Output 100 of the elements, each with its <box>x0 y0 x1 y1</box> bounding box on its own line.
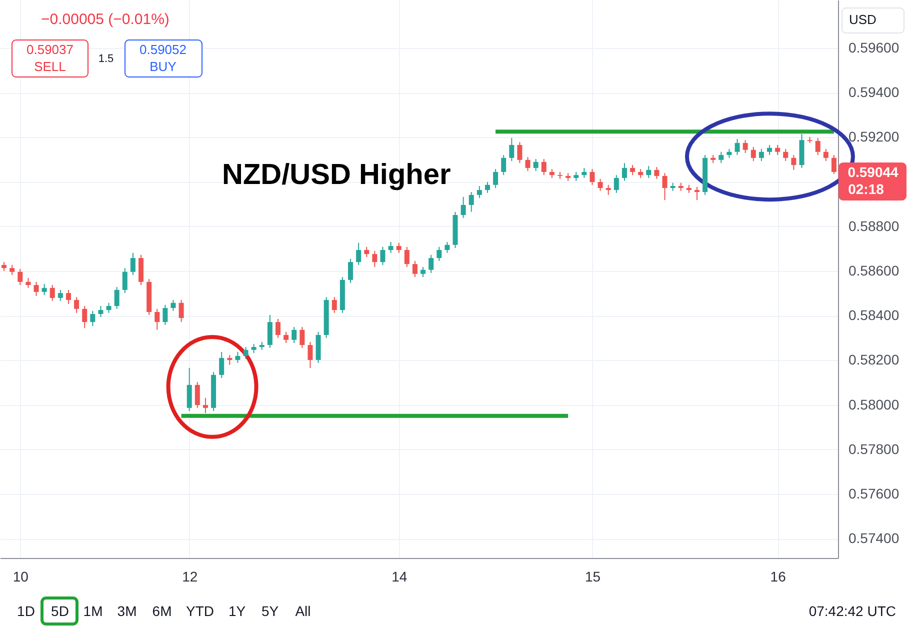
x-tick-label: 16 <box>770 568 786 584</box>
text: 0.59044 <box>848 164 899 180</box>
y-tick-label: 0.59600 <box>848 39 900 56</box>
candlestick <box>484 181 490 194</box>
candlestick <box>396 242 402 254</box>
x-tick-label: 12 <box>182 568 198 584</box>
candlestick <box>783 148 788 162</box>
candlestick <box>493 168 498 189</box>
candlestick <box>202 397 208 414</box>
candlestick <box>606 184 611 196</box>
x-tick-label: 10 <box>12 568 29 584</box>
candlestick <box>356 242 362 266</box>
candlestick <box>541 158 546 176</box>
candlestick <box>194 382 200 408</box>
candlestick <box>50 284 55 302</box>
candlestick <box>18 268 23 286</box>
candlestick <box>106 302 112 314</box>
candlestick <box>654 166 660 180</box>
candlestick <box>823 148 828 162</box>
candlestick <box>170 299 176 312</box>
candlestick <box>468 192 474 212</box>
candlestick <box>460 196 466 218</box>
candlestick <box>436 246 442 262</box>
candlestick <box>517 142 522 164</box>
candlestick <box>750 146 756 162</box>
candlestick <box>509 138 514 162</box>
candlestick <box>476 186 482 199</box>
candlestick <box>267 314 272 348</box>
candlestick <box>300 326 305 348</box>
text: YTD <box>186 603 214 619</box>
candlestick <box>662 172 668 201</box>
candlestick <box>630 164 636 176</box>
candlestick <box>186 367 192 412</box>
y-tick-label: 0.57400 <box>848 530 900 546</box>
candlestick <box>388 241 394 254</box>
candlestick <box>767 144 772 156</box>
text: All <box>295 603 311 619</box>
annotation: 1.5 <box>98 53 114 65</box>
text: 07:42:42 UTC <box>808 603 896 619</box>
candlestick <box>646 165 652 178</box>
candlestick <box>742 140 748 154</box>
candlestick <box>308 341 313 368</box>
candlestick <box>114 286 120 310</box>
candlestick <box>162 304 168 326</box>
text: NZD/USD Higher <box>222 159 451 191</box>
candlestick <box>348 258 354 284</box>
x-tick-label: 15 <box>584 568 601 584</box>
candlestick <box>235 351 240 364</box>
candlestick <box>775 144 780 156</box>
candlestick <box>420 266 426 278</box>
candlestick <box>718 151 724 164</box>
text: 1Y <box>228 603 246 619</box>
candlestick <box>138 254 144 286</box>
candlestick <box>58 289 63 302</box>
text: 02:18 <box>848 181 884 197</box>
candlestick <box>243 346 248 360</box>
candlestick <box>758 148 764 162</box>
candlestick <box>154 308 160 330</box>
candlestick <box>332 296 337 314</box>
candlestick <box>501 154 506 176</box>
candlestick <box>82 305 88 329</box>
y-tick-label: 0.59200 <box>848 128 900 145</box>
candlestick <box>734 138 740 156</box>
x-tick-label: 14 <box>392 568 408 584</box>
annotation: BUY <box>150 59 177 74</box>
candlestick <box>98 305 104 318</box>
candlestick <box>831 154 836 174</box>
candlestick <box>130 252 136 276</box>
y-tick-label: 0.57800 <box>848 440 900 457</box>
candlestick <box>428 254 434 274</box>
candlestick <box>412 260 418 278</box>
candlestick <box>614 174 619 194</box>
candlestick <box>10 264 15 276</box>
candlestick <box>66 289 71 304</box>
y-tick-label: 0.58200 <box>848 352 900 368</box>
text: 5D <box>51 603 69 619</box>
y-tick-label: 0.58000 <box>848 396 900 412</box>
text: 3M <box>117 603 137 619</box>
y-tick-label: 0.57600 <box>848 485 900 502</box>
candlestick <box>42 283 47 296</box>
candlestick <box>275 318 280 338</box>
candlestick <box>590 168 595 186</box>
candlestick <box>74 296 80 314</box>
candlestick <box>26 277 31 288</box>
annotation: −0.00005 (−0.01%) <box>41 11 170 28</box>
candlestick <box>251 343 256 354</box>
candlestick <box>227 354 232 366</box>
candlestick <box>525 156 530 172</box>
candlestick <box>444 241 450 254</box>
text: 1M <box>83 603 103 619</box>
candlestick <box>90 310 96 327</box>
y-tick-label: 0.58800 <box>848 218 900 234</box>
candlestick <box>364 246 370 258</box>
candlestick <box>815 138 820 156</box>
candlestick <box>292 326 297 344</box>
y-tick-label: 0.58400 <box>848 307 900 324</box>
candlestick <box>122 268 128 294</box>
annotation: 0.59037 <box>26 42 74 57</box>
candlestick <box>34 281 39 296</box>
candlestick <box>694 186 700 201</box>
